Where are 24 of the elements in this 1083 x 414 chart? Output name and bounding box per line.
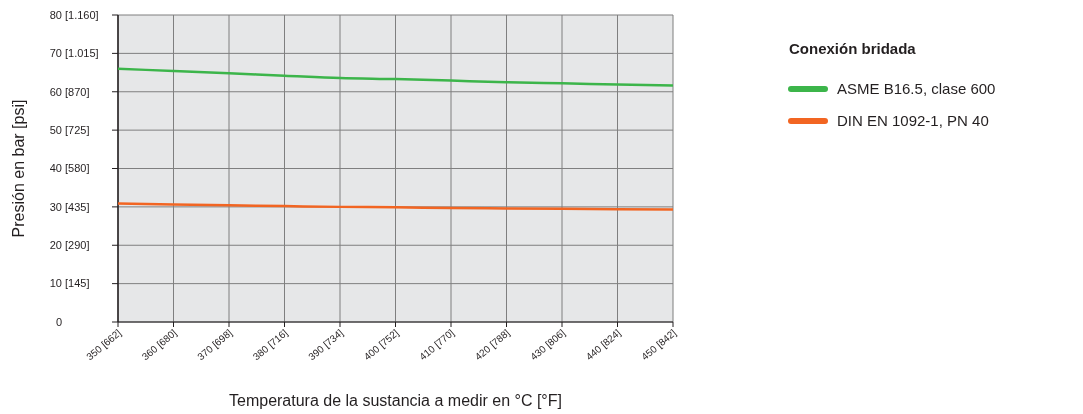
y-tick-label: 10 [49, 277, 62, 290]
y-tick-label: 50 [49, 123, 62, 136]
y-tick-label: 60 [49, 85, 62, 98]
y2-tick-label: [290] [65, 239, 90, 252]
y2-tick-label: [1.160] [65, 8, 99, 21]
y-axis-title: Presión en bar [psi] [10, 99, 27, 238]
y2-tick-label: [145] [65, 277, 90, 290]
legend-title: Conexión bridada [789, 40, 917, 57]
y2-tick-label: [870] [65, 85, 90, 98]
y-tick-label: 40 [49, 162, 62, 175]
y2-tick-label: [1.015] [65, 47, 99, 60]
y-tick-label: 80 [49, 8, 62, 21]
legend-label: DIN EN 1092-1, PN 40 [837, 112, 989, 130]
x-axis-title: Temperatura de la sustancia a medir en °C [°F] [229, 392, 562, 409]
y2-tick-label: [435] [65, 200, 90, 213]
y-tick-label: 0 [55, 315, 62, 328]
y-tick-label: 20 [49, 239, 62, 252]
line-series [116, 67, 675, 87]
y-tick-label: 30 [49, 200, 62, 213]
legend-label: ASME B16.5, clase 600 [837, 80, 996, 98]
y2-tick-label: [580] [65, 162, 90, 175]
y-tick-label: 70 [49, 47, 62, 60]
y2-tick-label: [725] [65, 123, 90, 136]
line-series [116, 202, 675, 211]
